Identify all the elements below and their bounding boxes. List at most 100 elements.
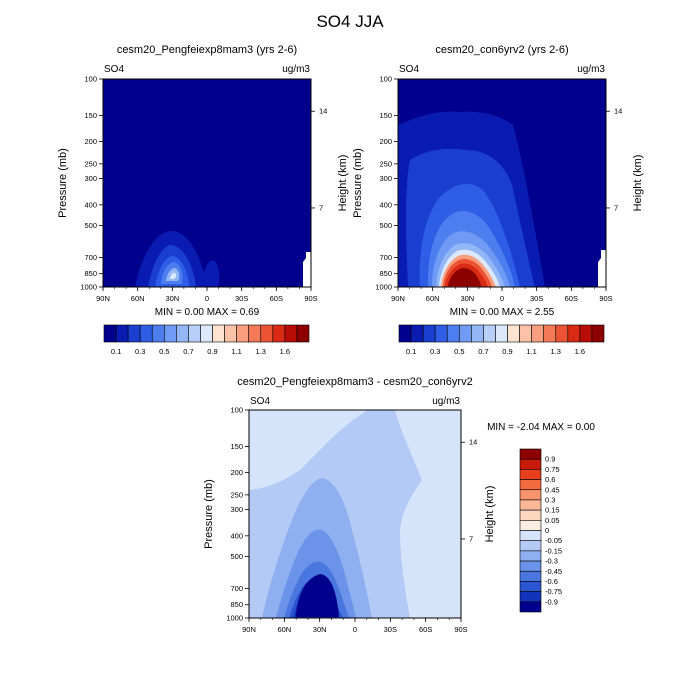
- x-tick-label: 0: [500, 294, 504, 303]
- contour-fill: [598, 250, 606, 287]
- contour-fill: [296, 574, 339, 617]
- var-label: SO4: [399, 64, 419, 75]
- y-tick-label: 300: [230, 505, 243, 514]
- y-tick-label: 850: [230, 600, 243, 609]
- contour-fill: [170, 272, 177, 279]
- colorbar-box: [519, 601, 542, 613]
- y-tick-label: 250: [379, 159, 392, 168]
- colorbar-box: [519, 324, 532, 343]
- colorbar-box: [579, 324, 593, 343]
- colorbar-box: [212, 324, 225, 343]
- colorbar: 0.90.750.60.450.3 0.150.050-0.05-0.15 -0.3…: [519, 448, 562, 613]
- y-tick-label: 150: [84, 111, 97, 120]
- colorbar-label: 0.05: [545, 516, 560, 525]
- y-tick-label: 100: [379, 75, 392, 84]
- colorbar-box: [483, 324, 496, 343]
- contour-fill: [303, 252, 311, 287]
- panel-mam3: cesm20_Pengfeiexp8mam3 (yrs 2-6) SO4 ug/…: [57, 44, 349, 356]
- colorbar-box: [507, 324, 520, 343]
- colorbar-box: [531, 324, 545, 343]
- y-tick-label: 400: [230, 531, 243, 540]
- colorbar-box: [519, 530, 542, 541]
- x-tick-label: 60S: [419, 625, 432, 634]
- y-tick-label: 850: [84, 269, 97, 278]
- y-tick-label: 300: [84, 174, 97, 183]
- colorbar-label: 0.3: [135, 347, 145, 356]
- panel-title: cesm20_con6yrv2 (yrs 2-6): [435, 44, 568, 56]
- y-right-tick-label: 7: [614, 203, 618, 212]
- y-axis-right-title: Height (km): [337, 155, 349, 212]
- y-tick-label: 150: [230, 442, 243, 451]
- plot-area: [102, 78, 312, 288]
- colorbar-box: [188, 324, 201, 343]
- colorbar-label: 0.9: [207, 347, 217, 356]
- colorbar-box: [127, 324, 141, 343]
- colorbar-label: 0: [545, 526, 549, 535]
- y-tick-label: 200: [84, 137, 97, 146]
- plot-area: [397, 78, 607, 288]
- y-right-tick-label: 14: [319, 107, 327, 116]
- contour-fill: [448, 268, 481, 286]
- colorbar-box: [519, 540, 542, 552]
- colorbar-box: [543, 324, 557, 343]
- colorbar-label: 0.3: [545, 495, 555, 504]
- colorbar-box: [519, 458, 542, 470]
- y-axis-right-title: Height (km): [484, 486, 496, 543]
- y-tick-label: 250: [84, 159, 97, 168]
- y-tick-label: 400: [379, 200, 392, 209]
- colorbar-label: -0.6: [545, 577, 558, 586]
- var-label: SO4: [250, 396, 270, 407]
- y-axis-title: Pressure (mb): [352, 148, 364, 218]
- colorbar-label: 1.3: [551, 347, 561, 356]
- colorbar-box: [422, 324, 436, 343]
- colorbar-box: [519, 591, 542, 603]
- y-tick-label: 1000: [226, 614, 243, 623]
- figure-title: SO4 JJA: [316, 12, 384, 31]
- x-tick-label: 60S: [270, 294, 283, 303]
- colorbar-box: [519, 469, 542, 480]
- colorbar-label: 0.7: [183, 347, 193, 356]
- colorbar-box: [224, 324, 237, 343]
- axes: 90N 60N 30N 0 30S 60S 90S 100 150 200 250 300 400 500…: [226, 406, 477, 635]
- x-tick-label: 30N: [165, 294, 179, 303]
- colorbar-box: [471, 324, 484, 343]
- colorbar-box: [103, 324, 117, 343]
- y-tick-label: 300: [379, 174, 392, 183]
- var-label: SO4: [104, 64, 124, 75]
- y-right-tick-label: 7: [469, 534, 473, 543]
- colorbar-box: [567, 324, 581, 343]
- colorbar-box: [176, 324, 189, 343]
- colorbar-box: [519, 499, 542, 511]
- y-tick-label: 250: [230, 490, 243, 499]
- stats-text: MIN = 0.00 MAX = 0.69: [155, 307, 260, 318]
- colorbar-label: -0.45: [545, 567, 562, 576]
- colorbar-label: 0.6: [545, 475, 555, 484]
- x-tick-label: 90N: [391, 294, 405, 303]
- y-axis-right-title: Height (km): [632, 155, 644, 212]
- x-tick-label: 90N: [242, 625, 256, 634]
- colorbar-label: 0.7: [478, 347, 488, 356]
- colorbar: 0.1 0.3 0.5 0.7 0.9 1.1 1.3 1.6: [103, 324, 310, 356]
- colorbar-box: [284, 324, 298, 343]
- colorbar-label: 0.45: [545, 485, 560, 494]
- colorbar-box: [260, 324, 274, 343]
- colorbar-box: [151, 324, 165, 343]
- stats-text: MIN = -2.04 MAX = 0.00: [487, 422, 595, 433]
- y-tick-label: 850: [379, 269, 392, 278]
- units-label: ug/m3: [577, 64, 605, 75]
- x-tick-label: 60N: [426, 294, 440, 303]
- contour-fill: [200, 260, 220, 287]
- colorbar-box: [272, 324, 286, 343]
- x-tick-label: 30S: [235, 294, 248, 303]
- x-tick-label: 0: [353, 625, 357, 634]
- x-tick-label: 30N: [460, 294, 474, 303]
- colorbar-label: 0.5: [159, 347, 169, 356]
- y-tick-label: 200: [230, 468, 243, 477]
- colorbar-label: 0.5: [454, 347, 464, 356]
- plot-area: [248, 409, 462, 619]
- x-tick-label: 90S: [599, 294, 612, 303]
- x-tick-label: 90S: [304, 294, 317, 303]
- colorbar-box: [296, 324, 310, 343]
- colorbar-label: -0.75: [545, 587, 562, 596]
